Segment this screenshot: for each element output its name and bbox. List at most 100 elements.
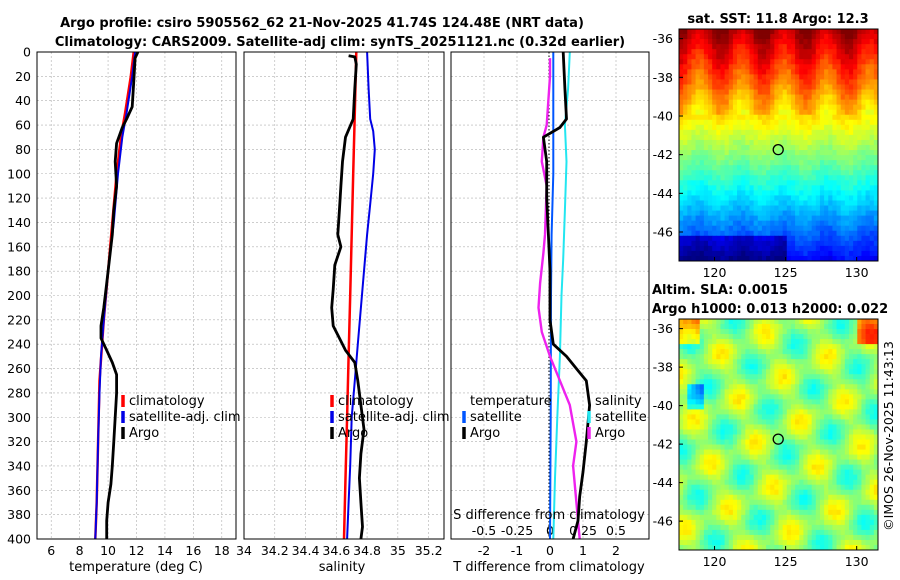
heatmap-cell	[683, 409, 688, 415]
heatmap-cell	[737, 484, 742, 491]
heatmap-cell	[819, 519, 825, 526]
heatmap-cell	[844, 404, 850, 410]
heatmap-cell	[732, 524, 738, 531]
heatmap-cell	[728, 99, 734, 106]
temperature-axes-frame	[36, 51, 237, 540]
heatmap-cell	[708, 124, 713, 131]
heatmap-cell	[766, 119, 771, 126]
heatmap-cell	[836, 215, 842, 222]
heatmap-cell	[857, 319, 862, 325]
heatmap-cell	[832, 469, 837, 476]
heatmap-cell	[811, 84, 817, 90]
heatmap-cell	[741, 114, 746, 121]
heatmap-cell	[728, 200, 734, 206]
heatmap-cell	[708, 444, 713, 450]
heatmap-cell	[724, 374, 730, 380]
heatmap-cell	[790, 319, 796, 325]
heatmap-cell	[819, 339, 825, 345]
heatmap-cell	[778, 150, 784, 156]
heatmap-cell	[699, 494, 705, 501]
heatmap-cell	[790, 59, 796, 65]
heatmap-cell	[761, 230, 767, 237]
heatmap-cell	[774, 484, 779, 491]
heatmap-cell	[803, 210, 808, 217]
heatmap-cell	[857, 454, 862, 461]
heatmap-cell	[807, 139, 813, 146]
heatmap-cell	[749, 384, 755, 390]
heatmap-cell	[807, 195, 813, 201]
heatmap-cell	[741, 74, 746, 80]
heatmap-cell	[687, 129, 692, 136]
heatmap-cell	[840, 220, 846, 227]
heatmap-cell	[811, 139, 817, 146]
temperature-grid	[37, 51, 236, 540]
heatmap-cell	[741, 175, 746, 181]
heatmap-cell	[712, 529, 717, 536]
heatmap-cell	[865, 434, 871, 440]
heatmap-cell	[732, 180, 738, 186]
heatmap-cell	[848, 359, 854, 365]
heatmap-cell	[803, 145, 808, 151]
map-y-tick-label: -38	[653, 360, 673, 375]
heatmap-cell	[757, 240, 763, 247]
heatmap-cell	[782, 544, 788, 551]
heatmap-cell	[695, 514, 701, 521]
heatmap-cell	[732, 514, 738, 521]
heatmap-cell	[766, 39, 771, 45]
heatmap-cell	[691, 424, 696, 430]
heatmap-cell	[853, 215, 858, 222]
heatmap-cell	[737, 469, 742, 476]
heatmap-cell	[782, 399, 788, 405]
heatmap-cell	[699, 349, 705, 355]
heatmap-cell	[745, 404, 750, 410]
heatmap-cell	[720, 434, 726, 440]
heatmap-cell	[786, 185, 792, 191]
heatmap-cell	[873, 349, 879, 355]
heatmap-cell	[757, 220, 763, 227]
heatmap-cell	[836, 124, 842, 131]
heatmap-cell	[732, 529, 738, 536]
heatmap-cell	[745, 145, 750, 151]
heatmap-cell	[699, 155, 705, 161]
heatmap-cell	[807, 434, 813, 440]
heatmap-cell	[720, 444, 726, 450]
heatmap-cell	[782, 369, 788, 375]
heatmap-cell	[848, 79, 854, 85]
heatmap-cell	[761, 319, 767, 325]
heatmap-cell	[683, 250, 688, 257]
heatmap-cell	[761, 509, 767, 516]
heatmap-cell	[708, 134, 713, 141]
heatmap-cell	[807, 504, 813, 511]
heatmap-cell	[857, 255, 862, 262]
heatmap-cell	[679, 119, 684, 126]
heatmap-cell	[728, 59, 734, 65]
heatmap-cell	[799, 124, 804, 131]
heatmap-cell	[749, 424, 755, 430]
heatmap-cell	[857, 439, 862, 445]
heatmap-cell	[869, 79, 875, 85]
heatmap-cell	[861, 369, 866, 375]
heatmap-cell	[824, 129, 829, 136]
heatmap-cell	[741, 404, 746, 410]
heatmap-cell	[803, 39, 808, 45]
heatmap-cell	[824, 39, 829, 45]
heatmap-cell	[782, 104, 788, 111]
heatmap-cell	[757, 34, 763, 40]
heatmap-cell	[840, 424, 846, 430]
heatmap-cell	[844, 54, 850, 60]
heatmap-cell	[811, 215, 817, 222]
heatmap-cell	[745, 255, 750, 262]
heatmap-cell	[716, 379, 721, 385]
heatmap-cell	[687, 79, 692, 85]
heatmap-cell	[865, 494, 871, 501]
heatmap-cell	[795, 374, 800, 380]
heatmap-cell	[861, 64, 866, 70]
heatmap-cell	[687, 494, 692, 501]
heatmap-cell	[749, 459, 755, 466]
heatmap-cell	[815, 454, 821, 461]
heatmap-cell	[824, 225, 829, 232]
heatmap-cell	[687, 99, 692, 106]
heatmap-cell	[761, 429, 767, 435]
heatmap-cell	[712, 444, 717, 450]
heatmap-cell	[703, 139, 709, 146]
